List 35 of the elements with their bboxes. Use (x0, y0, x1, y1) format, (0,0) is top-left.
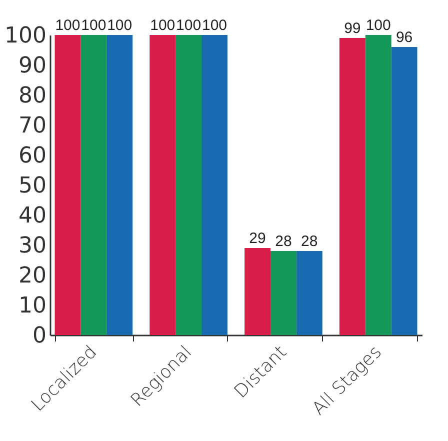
y-tick-label: 100 (4, 24, 46, 48)
data-label: 99 (344, 20, 361, 37)
data-label: 28 (275, 233, 292, 250)
data-label: 28 (301, 233, 318, 250)
data-label: 100 (176, 17, 202, 34)
bar (54, 35, 81, 335)
y-tick-label: 10 (18, 294, 46, 318)
bar (176, 35, 202, 335)
bar (150, 35, 176, 335)
bar (202, 35, 228, 335)
y-tick-label: 20 (18, 264, 46, 288)
bar (391, 47, 418, 335)
data-label: 29 (249, 230, 266, 247)
y-tick-label: 30 (18, 234, 46, 258)
data-label: 96 (396, 29, 413, 46)
bar (365, 35, 392, 335)
y-tick-label: 80 (18, 84, 46, 108)
bar (106, 35, 133, 335)
bar (339, 38, 366, 335)
data-label: 100 (150, 17, 176, 34)
y-tick-label: 40 (18, 204, 46, 228)
y-tick-label: 0 (32, 324, 46, 348)
bar (270, 251, 296, 335)
data-label: 100 (202, 17, 228, 34)
bar (80, 35, 107, 335)
data-label: 100 (366, 17, 391, 34)
bar (296, 251, 322, 335)
data-label: 100 (107, 17, 132, 34)
bar (244, 248, 270, 335)
data-label: 100 (81, 17, 106, 34)
y-tick-label: 50 (18, 174, 46, 198)
y-tick-label: 90 (18, 54, 46, 78)
data-label: 100 (55, 17, 80, 34)
y-tick-label: 60 (18, 144, 46, 168)
y-tick-label: 70 (18, 114, 46, 138)
